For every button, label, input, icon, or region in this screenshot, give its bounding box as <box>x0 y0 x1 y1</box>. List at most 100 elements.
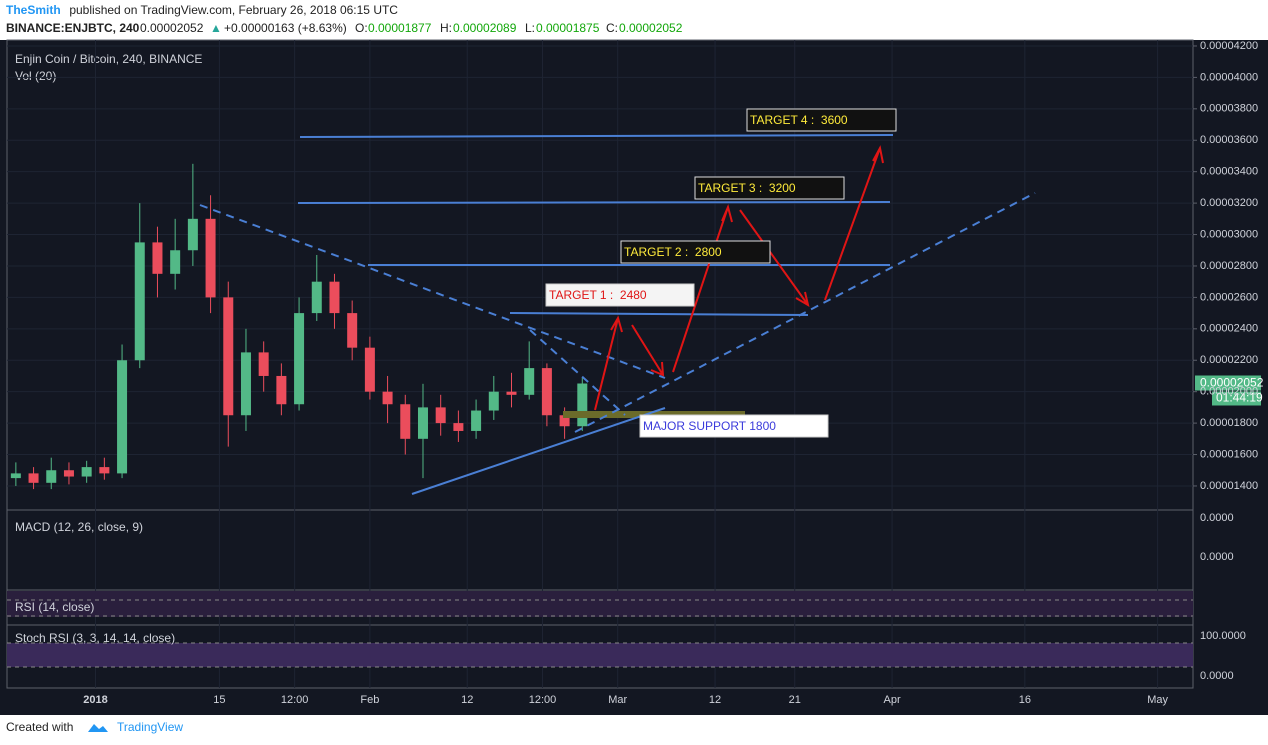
candle-body <box>99 467 110 474</box>
y-tick-label: 0.00002800 <box>1200 260 1258 272</box>
candle-body <box>506 391 517 395</box>
arrow: ▲ <box>210 21 222 35</box>
target1-box <box>545 283 695 307</box>
y-tick-label: 0.00004200 <box>1200 40 1258 52</box>
candle-body <box>63 470 74 477</box>
l-label: L: <box>525 21 535 35</box>
macd-tick: 0.0000 <box>1200 551 1234 563</box>
target3: TARGET 3 : 3200 <box>698 181 796 195</box>
x-tick-label: Mar <box>608 694 627 706</box>
o-label: O: <box>355 21 368 35</box>
candle-body <box>400 404 411 439</box>
candle-body <box>347 313 358 348</box>
x-tick-label: 12 <box>461 694 473 706</box>
target3-box <box>694 176 845 200</box>
candle-body <box>311 281 322 314</box>
candle-body <box>541 368 552 416</box>
candle-body <box>187 218 198 251</box>
panel-borders <box>6 39 1194 689</box>
brand[interactable]: TradingView <box>117 720 183 734</box>
candle-body <box>223 297 234 416</box>
author[interactable]: TheSmith <box>6 3 61 17</box>
x-tick-label: 16 <box>1019 694 1031 706</box>
target4: TARGET 4 : 3600 <box>750 113 848 127</box>
created-with: Created with <box>6 720 73 734</box>
y-tick-label: 0.00002000 <box>1200 386 1258 398</box>
chart-title: Enjin Coin / Bitcoin, 240, BINANCE <box>15 52 202 66</box>
y-tick-label: 0.00002400 <box>1200 323 1258 335</box>
candle-body <box>46 470 57 483</box>
candle-body <box>294 313 305 405</box>
macd-label: MACD (12, 26, close, 9) <box>15 520 143 534</box>
candle-body <box>28 473 39 483</box>
y-tick-label: 0.00001600 <box>1200 448 1258 460</box>
candle-body <box>117 360 128 474</box>
stoch-band <box>7 643 1193 667</box>
y-tick-label: 0.00004000 <box>1200 71 1258 83</box>
macd-tick: 0.0000 <box>1200 512 1234 524</box>
l-value: 0.00001875 <box>536 21 600 35</box>
x-tick-label: 12 <box>709 694 721 706</box>
support-box <box>639 414 829 438</box>
candle-body <box>453 423 464 431</box>
candle-body <box>81 467 92 477</box>
price-tag-value: 0.00002052 <box>1200 376 1264 390</box>
candle-body <box>258 352 269 376</box>
x-tick-label: 21 <box>789 694 801 706</box>
candle-body <box>329 281 340 314</box>
candle-body <box>577 383 588 427</box>
x-tick-label: Apr <box>884 694 901 706</box>
chart-subtitle: Vol (20) <box>15 69 56 83</box>
o-value: 0.00001877 <box>368 21 432 35</box>
y-tick-label: 0.00003000 <box>1200 228 1258 240</box>
x-tick-label: 2018 <box>83 694 107 706</box>
target2-box <box>620 240 771 264</box>
countdown: 01:44:19 <box>1216 391 1263 405</box>
y-tick-label: 0.00003400 <box>1200 166 1258 178</box>
candle-body <box>134 242 145 361</box>
change: +0.00000163 (+8.63%) <box>224 21 347 35</box>
c-label: C: <box>606 21 618 35</box>
logo <box>88 724 108 732</box>
support: MAJOR SUPPORT 1800 <box>643 419 776 433</box>
candle-body <box>10 473 21 479</box>
y-tick-label: 0.00002600 <box>1200 291 1258 303</box>
y-tick-label: 0.00001400 <box>1200 480 1258 492</box>
stoch-tick: 0.0000 <box>1200 670 1234 682</box>
candle-body <box>488 391 499 411</box>
candle-body <box>152 242 163 274</box>
x-tick-label: 15 <box>213 694 225 706</box>
stoch-label: Stoch RSI (3, 3, 14, 14, close) <box>15 631 175 645</box>
stoch-tick: 100.0000 <box>1200 630 1246 642</box>
candle-body <box>435 407 446 424</box>
c-value: 0.00002052 <box>619 21 683 35</box>
symbol: BINANCE:ENJBTC, 240 <box>6 21 140 35</box>
candle-body <box>170 250 181 274</box>
candle-body <box>471 410 482 431</box>
y-tick-label: 0.00002200 <box>1200 354 1258 366</box>
target2: TARGET 2 : 2800 <box>624 245 722 259</box>
candle-body <box>205 218 216 298</box>
candle-body <box>524 368 535 395</box>
candles <box>10 163 588 490</box>
x-tick-label: May <box>1147 694 1168 706</box>
x-tick-label: Feb <box>360 694 379 706</box>
x-tick-label: 12:00 <box>529 694 557 706</box>
last: 0.00002052 <box>140 21 204 35</box>
candle-body <box>240 352 251 416</box>
candle-body <box>559 415 570 427</box>
candle-body <box>276 375 287 405</box>
published: published on TradingView.com, February 2… <box>66 3 398 17</box>
price-tag: 0.00002052 01:44:19 <box>1195 375 1264 406</box>
candle-body <box>382 391 393 405</box>
target1: TARGET 1 : 2480 <box>549 288 647 302</box>
x-tick-label: 12:00 <box>281 694 309 706</box>
target4-box <box>746 108 897 132</box>
y-tick-label: 0.00003200 <box>1200 197 1258 209</box>
rsi-label: RSI (14, close) <box>15 600 94 614</box>
candle-body <box>364 347 375 392</box>
y-tick-label: 0.00001800 <box>1200 417 1258 429</box>
y-tick-label: 0.00003600 <box>1200 134 1258 146</box>
rsi-band <box>7 591 1193 617</box>
